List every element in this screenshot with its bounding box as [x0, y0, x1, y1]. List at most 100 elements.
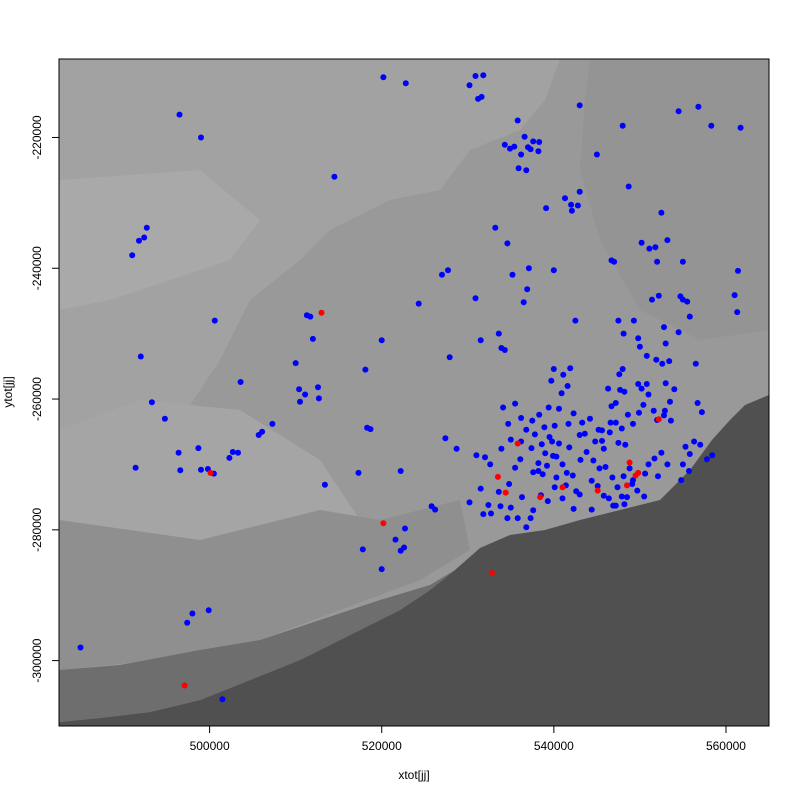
data-point — [432, 506, 439, 513]
data-point — [600, 492, 607, 499]
data-point — [477, 485, 484, 492]
data-point — [619, 122, 626, 129]
data-point — [618, 493, 625, 500]
data-point — [619, 366, 626, 372]
data-point — [666, 358, 673, 365]
data-point — [612, 400, 619, 406]
x-tick-label: 500000 — [190, 739, 230, 753]
data-point — [538, 441, 545, 448]
data-point — [529, 417, 536, 424]
data-point — [621, 388, 628, 395]
data-point — [652, 244, 659, 251]
data-point — [686, 468, 692, 474]
data-point — [576, 102, 583, 109]
data-point — [556, 440, 562, 447]
data-point — [662, 380, 669, 387]
data-point — [650, 407, 657, 414]
data-point — [618, 425, 625, 432]
data-point — [655, 473, 661, 480]
y-axis: -220000 -240000 -260000 -280000 -300000 — [30, 115, 60, 683]
data-point — [497, 503, 504, 510]
data-point — [498, 445, 505, 452]
data-point — [501, 141, 508, 148]
data-point — [189, 610, 196, 617]
data-point — [646, 245, 653, 252]
data-point — [397, 468, 404, 474]
data-point — [378, 337, 385, 344]
data-point — [229, 449, 236, 455]
data-point — [658, 209, 665, 216]
data-point — [544, 498, 551, 505]
data-point — [605, 385, 612, 392]
x-tick-label: 520000 — [362, 739, 402, 753]
data-point — [315, 395, 322, 402]
y-axis-label: ytot[jj] — [1, 376, 15, 407]
data-point — [576, 491, 583, 498]
data-point — [528, 445, 535, 452]
data-point — [507, 436, 514, 443]
data-point — [588, 477, 595, 484]
raster-dark-region — [59, 395, 769, 726]
data-point — [583, 449, 590, 455]
data-point — [592, 438, 599, 445]
data-point — [507, 504, 514, 511]
data-point — [177, 467, 184, 474]
data-point — [576, 188, 583, 195]
data-point — [682, 443, 689, 450]
data-point — [695, 103, 702, 110]
data-point — [686, 313, 693, 320]
data-point — [643, 381, 650, 387]
data-point — [645, 461, 652, 468]
data-point — [367, 426, 374, 433]
data-point — [543, 205, 550, 212]
data-point — [550, 452, 556, 459]
data-point — [679, 258, 686, 265]
data-point — [129, 252, 136, 259]
data-point — [512, 464, 519, 471]
data-point — [524, 286, 531, 293]
data-point — [500, 404, 507, 411]
data-point — [226, 454, 233, 461]
data-point — [175, 449, 182, 456]
data-point — [559, 495, 566, 502]
y-tick-label: -220000 — [30, 115, 44, 159]
data-point — [530, 507, 537, 514]
data-point — [600, 445, 607, 452]
data-point — [599, 427, 605, 434]
data-point — [527, 515, 534, 522]
data-point — [511, 143, 518, 150]
data-point — [564, 383, 571, 389]
data-point — [556, 405, 562, 412]
data-point — [596, 465, 603, 472]
x-tick-label: 560000 — [706, 739, 746, 753]
data-point — [195, 445, 202, 452]
data-point — [207, 469, 214, 476]
data-point — [137, 353, 144, 360]
data-point — [292, 360, 299, 367]
data-point — [624, 411, 631, 418]
data-point — [495, 488, 502, 495]
data-point — [697, 441, 704, 448]
data-point — [514, 515, 521, 522]
data-point — [735, 267, 741, 274]
data-point — [638, 385, 645, 392]
data-point — [544, 462, 550, 469]
data-point — [559, 484, 566, 491]
data-point — [570, 410, 577, 417]
data-point — [143, 224, 150, 231]
data-point — [638, 239, 645, 246]
data-point — [626, 459, 633, 466]
data-point — [640, 401, 647, 408]
data-point — [297, 398, 303, 405]
data-point — [609, 474, 616, 481]
data-point — [675, 329, 682, 336]
data-point — [309, 335, 316, 342]
data-point — [599, 437, 605, 444]
data-point — [530, 138, 537, 145]
data-point — [488, 570, 495, 576]
data-point — [536, 411, 543, 418]
y-tick-label: -300000 — [30, 638, 44, 682]
data-point — [442, 435, 449, 442]
data-point — [519, 494, 525, 501]
